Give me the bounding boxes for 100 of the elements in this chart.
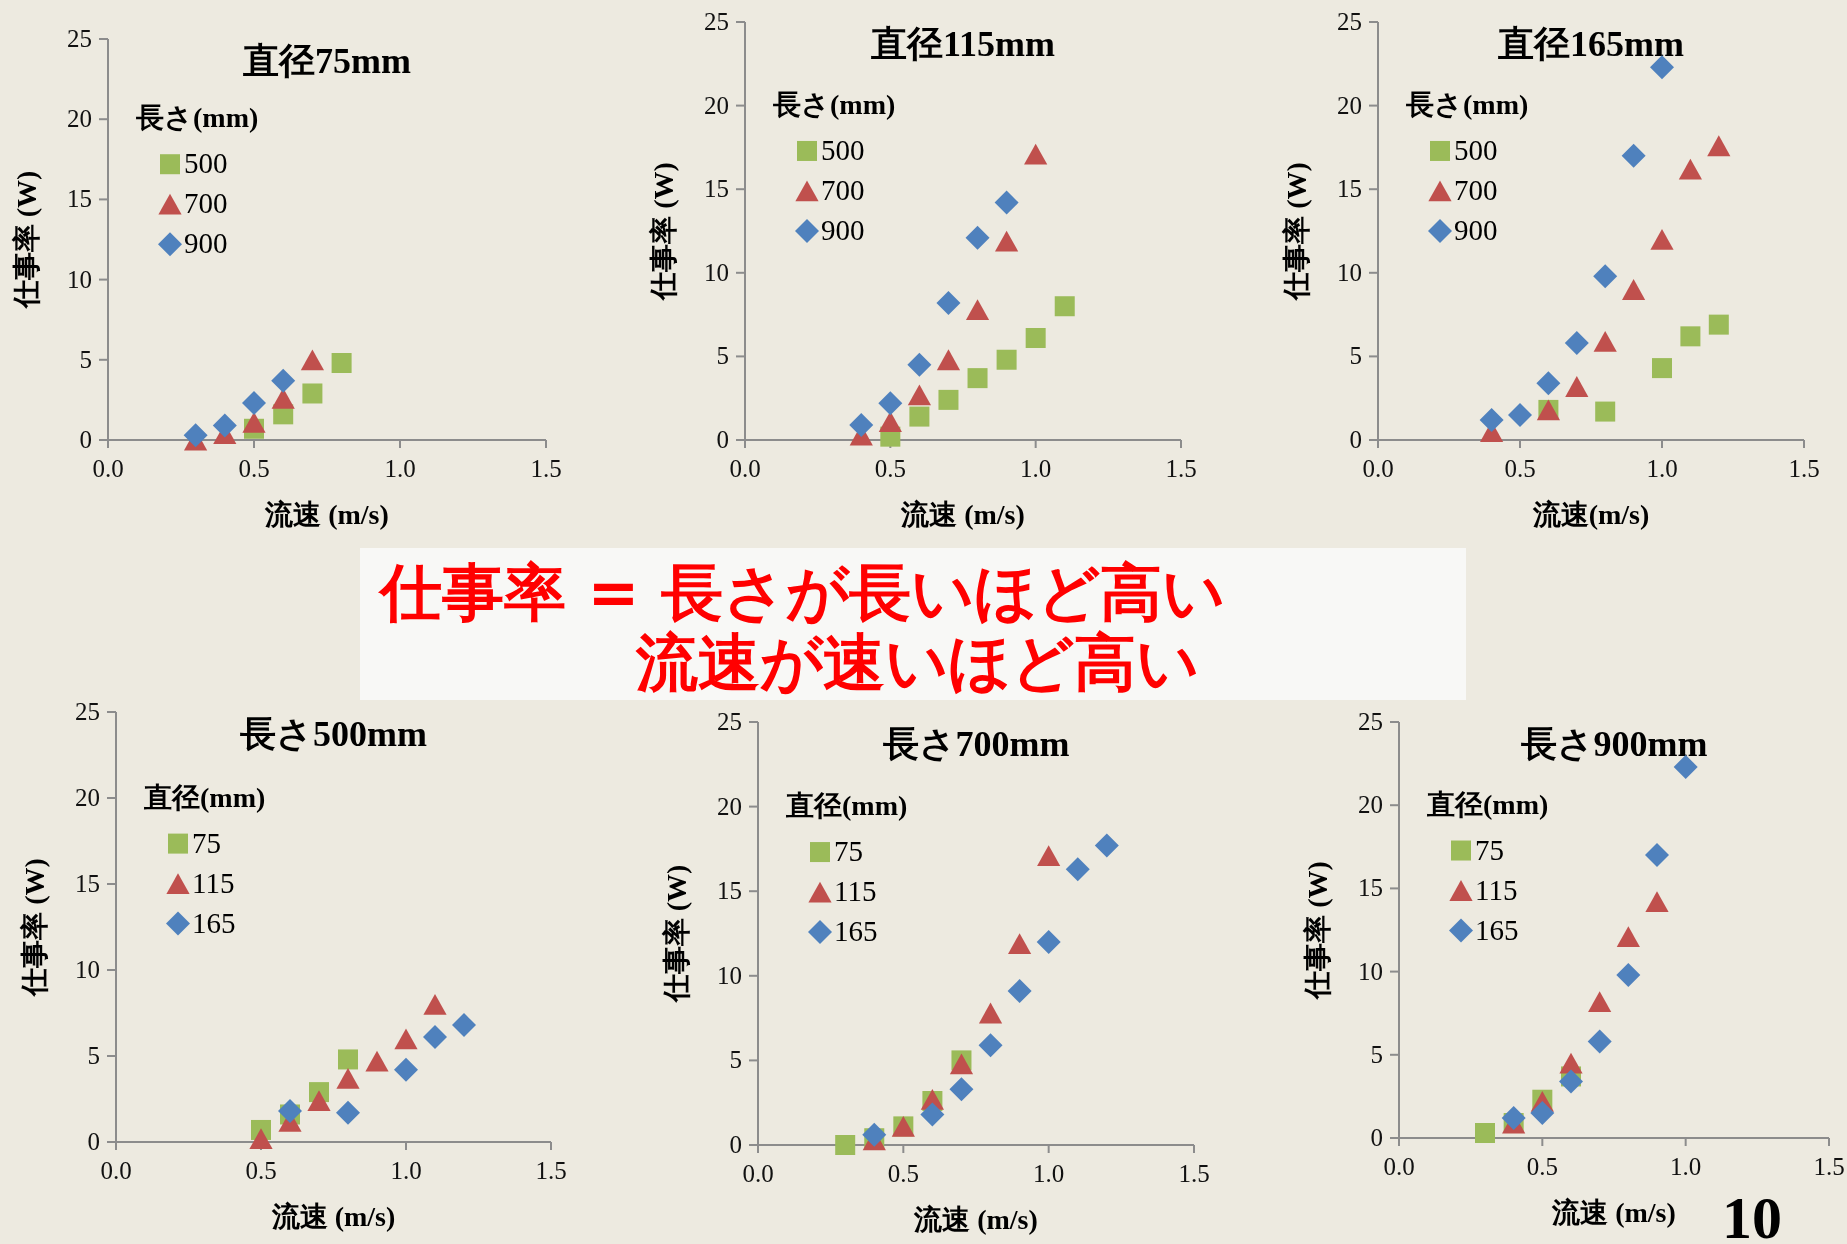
chart-title: 長さ900mm bbox=[1519, 724, 1708, 764]
point bbox=[978, 1033, 1003, 1058]
legend-title: 直径(mm) bbox=[1426, 788, 1549, 820]
point bbox=[920, 1102, 945, 1127]
y-tick-label: 15 bbox=[1337, 175, 1362, 203]
legend-label: 700 bbox=[1454, 173, 1498, 206]
x-tick-label: 1.5 bbox=[530, 455, 562, 482]
point bbox=[936, 290, 961, 315]
legend-label: 75 bbox=[192, 826, 221, 859]
point bbox=[338, 1049, 358, 1070]
y-tick-label: 5 bbox=[716, 342, 729, 370]
point bbox=[1588, 991, 1612, 1012]
chart-title: 直径165mm bbox=[1497, 24, 1684, 64]
point bbox=[878, 411, 902, 433]
text: 10 bbox=[1722, 1185, 1782, 1244]
legend-label: 500 bbox=[821, 133, 865, 166]
point bbox=[1673, 754, 1698, 779]
point bbox=[1530, 1101, 1555, 1126]
y-axis-title: 仕事率 (W) bbox=[11, 170, 42, 311]
point bbox=[423, 994, 447, 1015]
y-tick-label: 0 bbox=[716, 426, 729, 453]
point bbox=[1559, 1069, 1583, 1094]
legend-label: 900 bbox=[1454, 213, 1498, 246]
x-tick-label: 1.0 bbox=[1033, 1160, 1065, 1187]
x-tick-label: 1.5 bbox=[1813, 1153, 1845, 1180]
point bbox=[938, 389, 959, 410]
point bbox=[907, 352, 932, 377]
point bbox=[423, 1025, 447, 1050]
y-axis-title: 仕事率 (W) bbox=[661, 864, 692, 1005]
point bbox=[1501, 1106, 1526, 1131]
legend-label: 500 bbox=[184, 147, 228, 180]
y-axis-title: 仕事率 (W) bbox=[1281, 162, 1312, 302]
y-tick-label: 10 bbox=[717, 961, 742, 989]
y-axis-title: 仕事率 (W) bbox=[19, 858, 50, 998]
x-tick-label: 1.0 bbox=[384, 455, 416, 482]
y-tick-label: 5 bbox=[87, 1042, 100, 1069]
point bbox=[909, 406, 930, 427]
point bbox=[183, 423, 208, 448]
x-tick-label: 0.0 bbox=[92, 455, 124, 482]
x-tick-label: 1.0 bbox=[1670, 1153, 1702, 1180]
point bbox=[300, 349, 324, 371]
point bbox=[1036, 929, 1061, 954]
point bbox=[307, 1090, 331, 1112]
point bbox=[878, 391, 903, 416]
point bbox=[365, 1050, 389, 1072]
y-tick-label: 20 bbox=[717, 792, 742, 820]
legend-label: 500 bbox=[1454, 133, 1498, 166]
y-tick-label: 20 bbox=[1337, 91, 1362, 119]
legend-label: 165 bbox=[1475, 913, 1519, 946]
y-tick-label: 20 bbox=[67, 105, 92, 133]
point bbox=[1593, 264, 1618, 289]
x-axis-title: 流速 (m/s) bbox=[264, 499, 389, 530]
point bbox=[242, 391, 266, 416]
point bbox=[1475, 1123, 1495, 1144]
point bbox=[271, 368, 296, 393]
legend-label: 900 bbox=[821, 213, 865, 246]
legend-title: 長さ(mm) bbox=[135, 102, 259, 134]
y-tick-label: 15 bbox=[1358, 874, 1383, 902]
point bbox=[278, 1099, 302, 1124]
text: 流速が速いほど高い bbox=[635, 626, 1199, 699]
legend-label: 165 bbox=[192, 906, 236, 939]
point bbox=[936, 349, 961, 371]
x-tick-label: 0.5 bbox=[245, 1157, 277, 1184]
point bbox=[452, 1013, 476, 1038]
point bbox=[1708, 314, 1729, 335]
point bbox=[394, 1057, 418, 1082]
x-axis-title: 流速(m/s) bbox=[1531, 499, 1650, 530]
x-tick-label: 1.5 bbox=[1178, 1160, 1210, 1187]
x-tick-label: 1.0 bbox=[390, 1157, 422, 1184]
text: 仕事率 = 長さが長いほど高い bbox=[377, 556, 1226, 629]
point bbox=[1622, 279, 1646, 300]
point bbox=[994, 190, 1019, 215]
legend-title: 直径(mm) bbox=[785, 790, 908, 822]
point bbox=[1094, 833, 1119, 858]
y-tick-label: 0 bbox=[729, 1131, 742, 1158]
x-tick-label: 1.5 bbox=[535, 1157, 567, 1184]
point bbox=[331, 353, 352, 374]
point bbox=[1479, 407, 1504, 432]
y-tick-label: 10 bbox=[1358, 957, 1383, 985]
point bbox=[1565, 376, 1589, 397]
y-tick-label: 5 bbox=[79, 345, 92, 373]
y-tick-label: 0 bbox=[79, 426, 92, 453]
x-tick-label: 0.5 bbox=[887, 1160, 919, 1187]
y-tick-label: 25 bbox=[717, 708, 742, 735]
x-tick-label: 0.0 bbox=[742, 1160, 774, 1187]
legend-label: 115 bbox=[192, 866, 235, 899]
y-tick-label: 15 bbox=[75, 870, 100, 897]
point bbox=[965, 299, 990, 320]
y-axis-title: 仕事率 (W) bbox=[1302, 861, 1333, 1001]
point bbox=[1008, 933, 1032, 955]
point bbox=[1037, 845, 1061, 867]
legend-label: 75 bbox=[834, 835, 863, 868]
point bbox=[949, 1077, 974, 1102]
point bbox=[1536, 371, 1561, 396]
point bbox=[1652, 358, 1672, 379]
legend-label: 900 bbox=[184, 227, 228, 260]
point bbox=[302, 383, 323, 404]
y-tick-label: 10 bbox=[1337, 258, 1362, 286]
y-tick-label: 10 bbox=[67, 265, 92, 293]
chart-title: 直径115mm bbox=[870, 24, 1055, 64]
